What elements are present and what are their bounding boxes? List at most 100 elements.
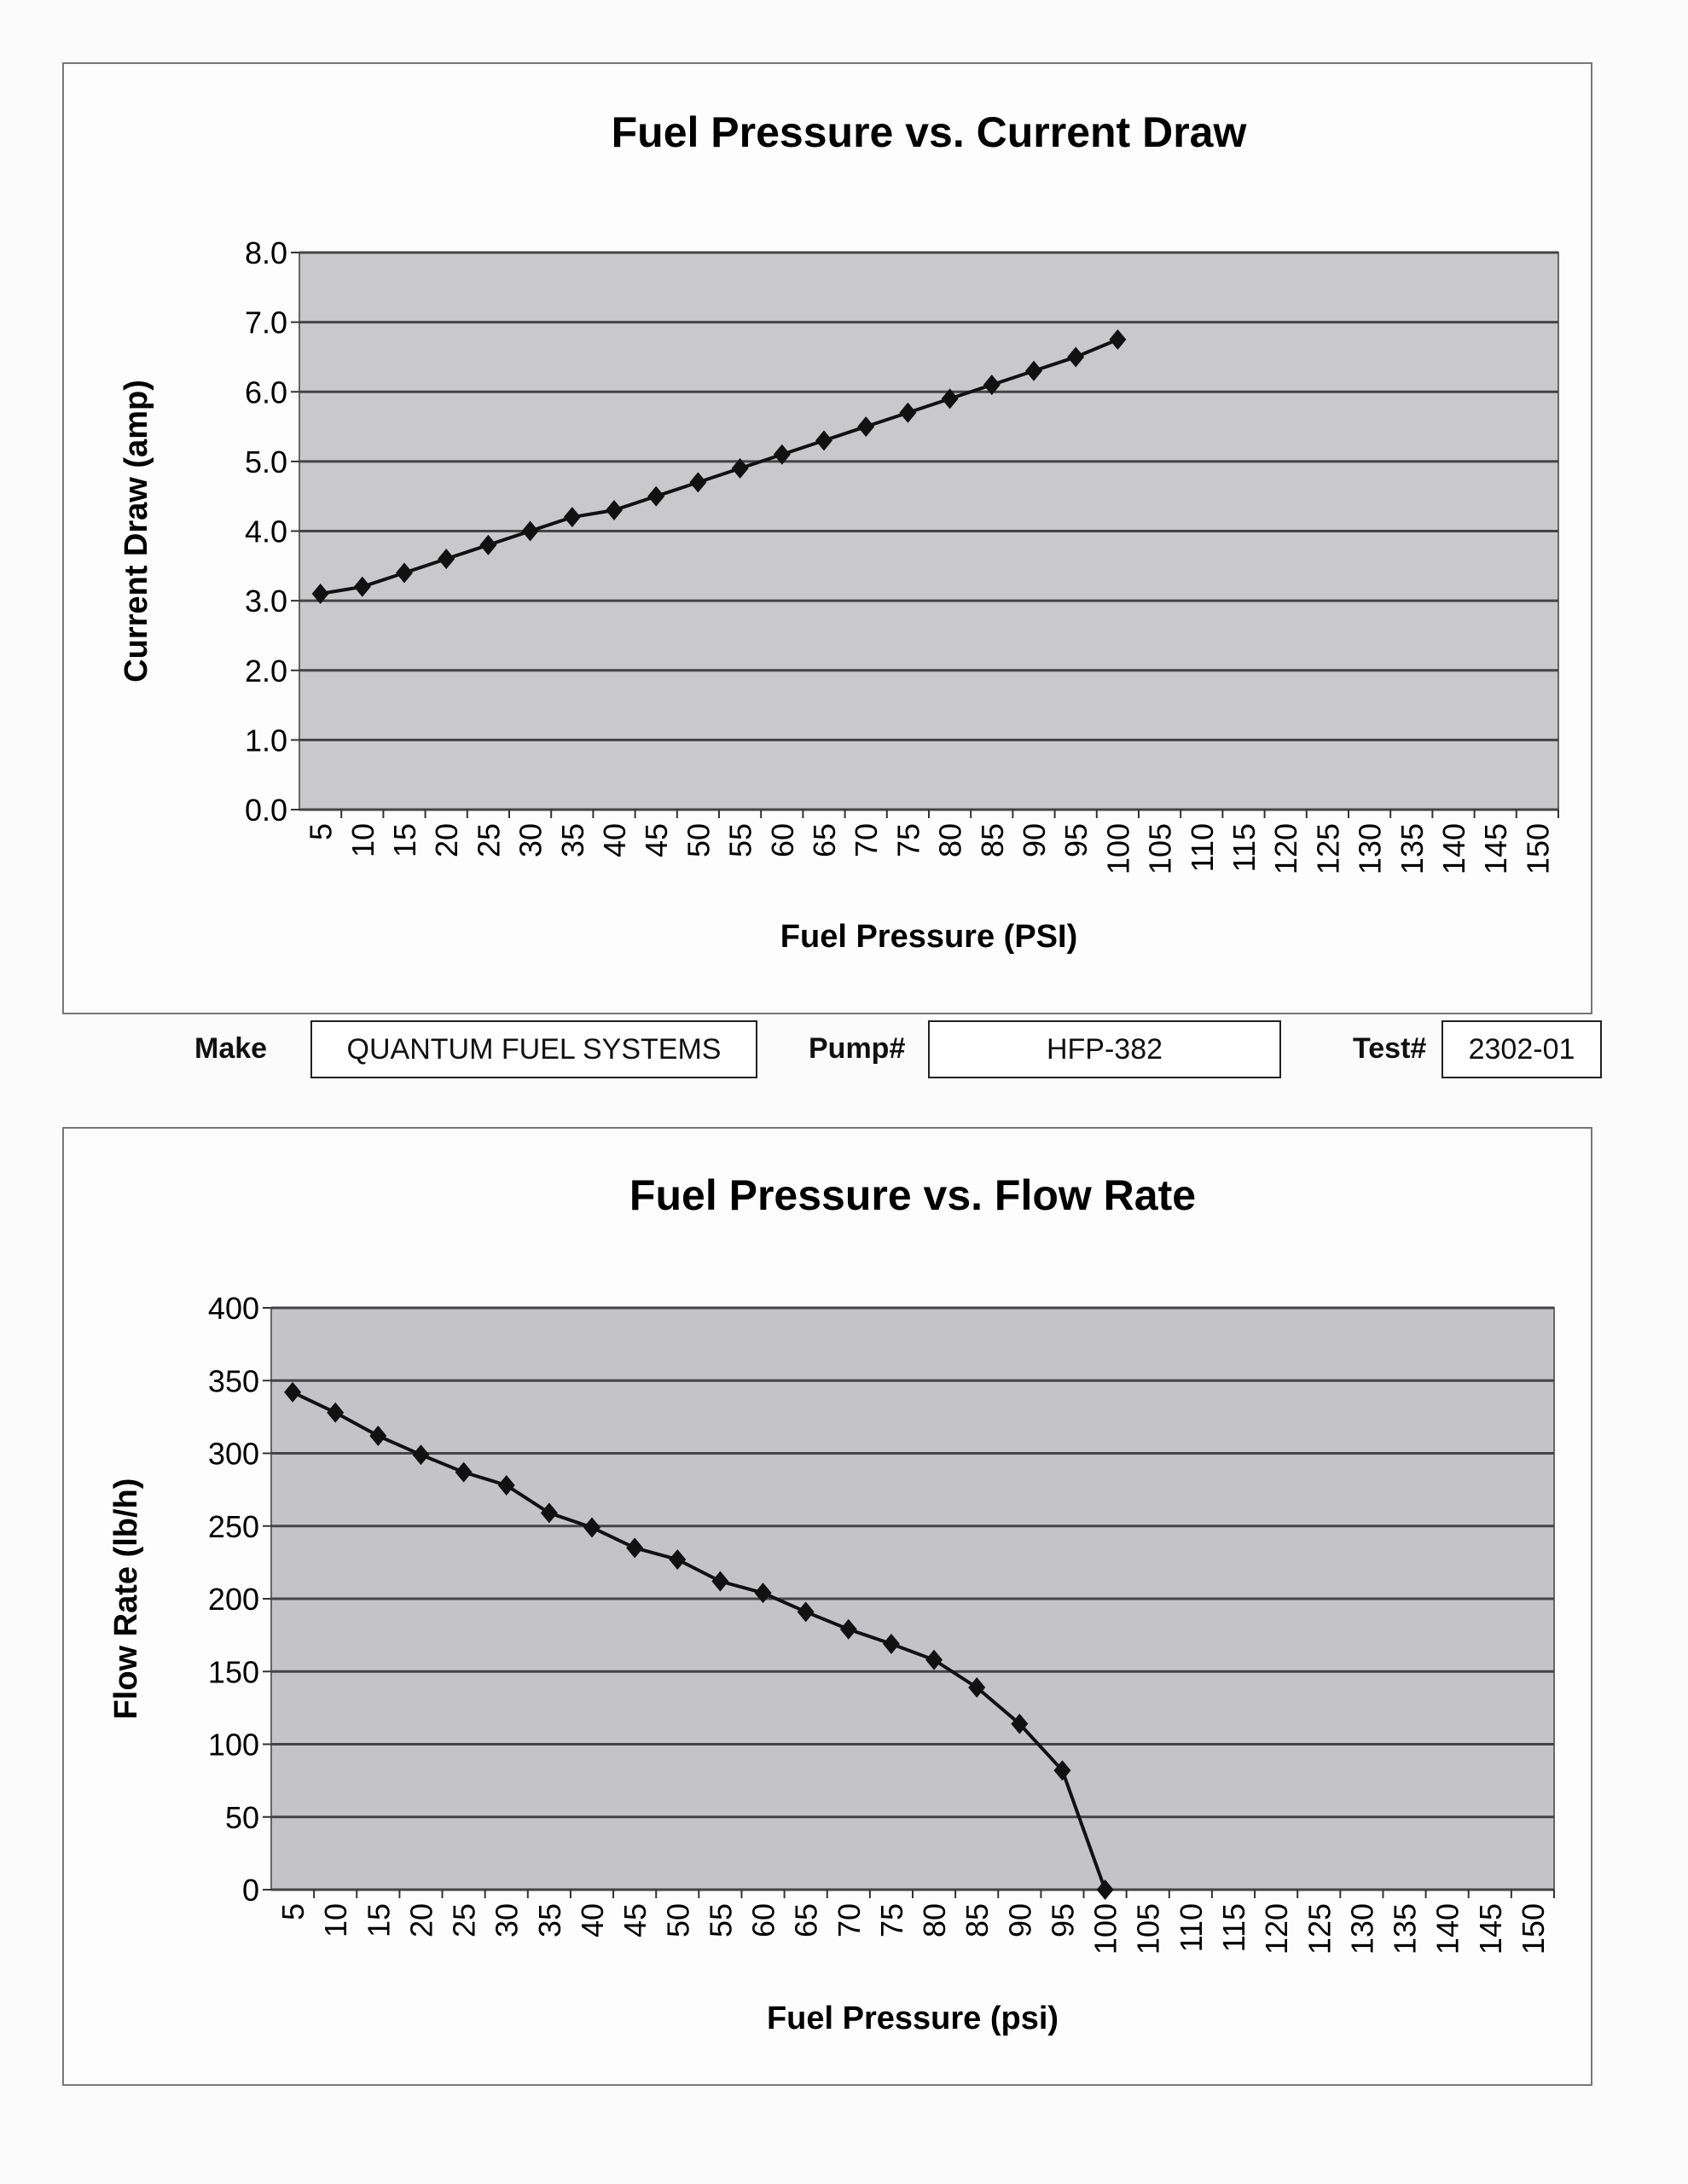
- data-point: [1067, 346, 1085, 368]
- x-tick-label: 80: [917, 1903, 952, 1937]
- x-tick-label: 85: [975, 823, 1010, 857]
- data-point: [797, 1601, 815, 1623]
- data-point: [815, 430, 832, 451]
- x-tick-label: 90: [1017, 823, 1052, 857]
- y-tick-label: 200: [208, 1582, 259, 1617]
- x-tick-label: 115: [1227, 823, 1262, 872]
- data-point: [479, 534, 497, 555]
- data-point: [1109, 329, 1127, 351]
- x-axis-label: Fuel Pressure (PSI): [780, 919, 1077, 955]
- x-tick-label: 50: [660, 1903, 695, 1937]
- data-point: [1011, 1713, 1029, 1734]
- data-point: [455, 1461, 473, 1483]
- x-tick-label: 10: [318, 1903, 353, 1937]
- y-axis-label: Current Draw (amp): [119, 380, 154, 682]
- y-tick-label: 3.0: [245, 584, 287, 619]
- x-tick-label: 70: [832, 1903, 867, 1937]
- x-tick-label: 45: [639, 823, 674, 857]
- x-tick-label: 100: [1100, 823, 1135, 874]
- x-tick-label: 25: [447, 1903, 482, 1937]
- x-tick-label: 110: [1174, 1903, 1209, 1952]
- data-point: [925, 1649, 943, 1670]
- x-tick-label: 80: [933, 823, 968, 857]
- data-point: [857, 416, 875, 438]
- x-tick-label: 105: [1143, 823, 1178, 874]
- x-tick-label: 145: [1478, 823, 1513, 874]
- data-point: [773, 444, 791, 465]
- data-point: [754, 1583, 772, 1604]
- y-tick-label: 50: [225, 1800, 259, 1835]
- data-point: [899, 402, 917, 423]
- x-tick-label: 90: [1002, 1903, 1037, 1937]
- data-point: [353, 576, 371, 597]
- data-point: [311, 583, 329, 604]
- x-tick-label: 95: [1045, 1903, 1080, 1937]
- x-tick-label: 115: [1216, 1903, 1251, 1952]
- y-tick-label: 300: [208, 1437, 259, 1472]
- data-point: [396, 562, 413, 584]
- x-tick-label: 135: [1395, 823, 1430, 874]
- test-field: 2302-01: [1441, 1020, 1602, 1078]
- chart-current-draw: Fuel Pressure vs. Current Draw 0.0 1.0 2.0 3…: [119, 108, 1559, 955]
- x-tick-label: 110: [1185, 823, 1220, 872]
- data-point: [711, 1571, 729, 1592]
- data-point: [968, 1677, 986, 1699]
- y-tick-label: 1.0: [245, 723, 287, 758]
- y-tick-label: 6.0: [245, 375, 287, 410]
- y-tick-label: 250: [208, 1509, 259, 1544]
- data-point: [626, 1537, 644, 1559]
- x-tick-label: 30: [490, 1903, 525, 1937]
- x-tick-label: 55: [703, 1903, 738, 1937]
- y-tick-label: 4.0: [245, 514, 287, 549]
- x-tick-label: 140: [1430, 1903, 1465, 1955]
- x-tick-label: 135: [1388, 1903, 1423, 1955]
- y-tick-label: 100: [208, 1728, 259, 1763]
- data-point: [1025, 360, 1042, 381]
- x-tick-label: 75: [890, 823, 925, 857]
- x-tick-label: 40: [575, 1903, 610, 1937]
- x-tick-label: 130: [1353, 823, 1388, 874]
- data-point: [669, 1548, 687, 1570]
- data-point: [583, 1517, 600, 1538]
- data-point: [284, 1381, 302, 1403]
- x-tick-label: 95: [1059, 823, 1093, 857]
- y-axis-label: Flow Rate (lb/h): [108, 1478, 144, 1720]
- y-tick-label: 400: [208, 1291, 259, 1326]
- x-tick-label: 20: [403, 1903, 438, 1937]
- y-tick-label: 0.0: [245, 793, 287, 828]
- x-tick-label: 120: [1268, 823, 1303, 874]
- make-label: Make: [194, 1031, 268, 1065]
- data-point: [412, 1444, 430, 1466]
- x-tick-label: 15: [361, 1903, 396, 1937]
- series-line: [320, 338, 1119, 595]
- data-point: [540, 1502, 558, 1524]
- data-point: [497, 1475, 515, 1496]
- data-point: [521, 520, 539, 542]
- data-point: [689, 472, 707, 493]
- make-field: QUANTUM FUEL SYSTEMS: [310, 1020, 757, 1078]
- x-tick-label: 10: [345, 823, 380, 857]
- data-point: [647, 485, 665, 507]
- x-tick-label: 125: [1302, 1903, 1337, 1955]
- data-point: [731, 458, 749, 479]
- data-point: [563, 507, 581, 528]
- x-tick-label: 65: [807, 823, 842, 857]
- data-point: [327, 1402, 345, 1423]
- x-tick-label: 120: [1259, 1903, 1294, 1955]
- x-axis-label: Fuel Pressure (psi): [767, 2001, 1059, 2036]
- x-tick-label: 5: [276, 1903, 310, 1920]
- y-tick-label: 150: [208, 1654, 259, 1689]
- data-point: [438, 549, 455, 570]
- x-tick-label: 45: [618, 1903, 653, 1937]
- data-point: [369, 1426, 387, 1447]
- data-point: [606, 500, 623, 521]
- x-tick-label: 15: [387, 823, 422, 857]
- x-tick-label: 30: [513, 823, 548, 857]
- x-tick-label: 140: [1436, 823, 1471, 874]
- data-point: [1096, 1879, 1114, 1900]
- chart-title: Fuel Pressure vs. Flow Rate: [629, 1171, 1196, 1219]
- x-tick-label: 55: [723, 823, 758, 857]
- x-tick-label: 25: [471, 823, 506, 857]
- y-tick-label: 5.0: [245, 444, 287, 479]
- x-tick-label: 75: [874, 1903, 909, 1937]
